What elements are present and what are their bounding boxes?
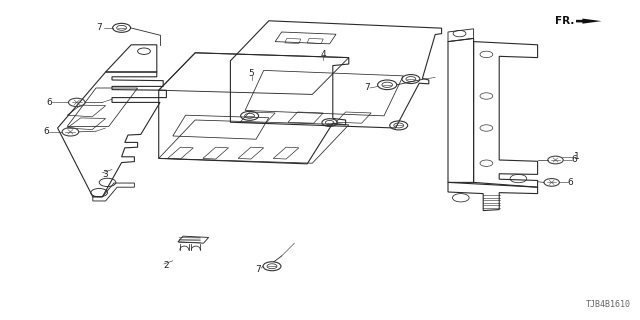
- Text: FR.: FR.: [556, 16, 575, 26]
- Text: 6: 6: [568, 178, 573, 187]
- Text: 1: 1: [574, 152, 580, 161]
- Text: 3: 3: [102, 170, 108, 179]
- Text: 5: 5: [249, 69, 254, 78]
- Text: 4: 4: [321, 50, 326, 59]
- Text: 7: 7: [364, 84, 370, 92]
- Text: 6: 6: [572, 156, 577, 164]
- Text: TJB4B1610: TJB4B1610: [586, 300, 630, 309]
- Text: 7: 7: [97, 23, 102, 32]
- Text: 7: 7: [255, 265, 261, 274]
- Text: 2: 2: [164, 261, 170, 270]
- Text: 6: 6: [47, 98, 52, 107]
- Polygon shape: [576, 19, 602, 24]
- Text: 6: 6: [43, 127, 49, 136]
